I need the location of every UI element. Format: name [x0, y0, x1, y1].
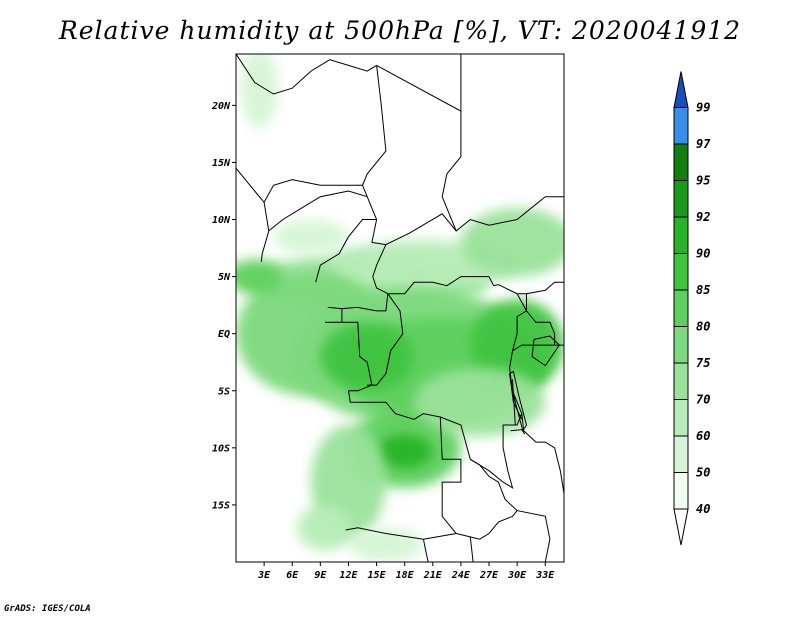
border-line — [510, 429, 526, 435]
lon-tick-label: 9E — [314, 570, 327, 581]
colorbar-label: 90 — [696, 247, 710, 261]
colorbar-swatch — [673, 362, 689, 400]
border-line — [327, 244, 389, 312]
lake-outline — [531, 335, 560, 367]
border-line — [260, 202, 270, 262]
lon-tick-label: 18E — [396, 570, 415, 581]
lon-tick-label: 33E — [535, 570, 555, 581]
lat-tick-label: 5S — [218, 386, 230, 397]
colorbar-swatch — [673, 435, 689, 473]
humidity-region — [273, 219, 349, 254]
lat-tick-label: 5N — [218, 272, 231, 283]
colorbar-label: 40 — [696, 502, 710, 516]
colorbar-label: 70 — [696, 393, 710, 407]
colorbar-label: 97 — [696, 137, 711, 151]
colorbar-label: 85 — [696, 283, 710, 297]
border-line — [516, 293, 556, 346]
border-line — [341, 321, 373, 392]
lon-tick-label: 12E — [339, 570, 358, 581]
lon-tick-label: 24E — [451, 570, 471, 581]
colorbar-label: 75 — [696, 356, 710, 370]
border-line — [512, 379, 516, 426]
border-line — [236, 54, 377, 95]
humidity-region — [236, 259, 283, 294]
border-line — [236, 167, 363, 204]
lon-tick-label: 15E — [368, 570, 387, 581]
border-line — [512, 344, 564, 352]
lon-tick-label: 3E — [257, 570, 271, 581]
lat-tick-label: 20N — [211, 101, 231, 112]
lat-tick-label: EQ — [218, 329, 230, 340]
border-line — [315, 219, 377, 283]
lake-outline — [509, 370, 528, 432]
humidity-region — [376, 434, 433, 469]
colorbar-swatch — [673, 143, 689, 181]
lon-tick-label: 30E — [507, 570, 527, 581]
lat-tick-label: 10S — [212, 443, 230, 454]
border-line — [441, 111, 564, 232]
colorbar-label: 50 — [696, 466, 710, 480]
border-line — [469, 536, 474, 562]
border-line — [345, 390, 462, 540]
border-line — [422, 539, 429, 562]
lon-tick-label: 27E — [479, 570, 499, 581]
map-frame — [235, 53, 565, 563]
chart-title: Relative humidity at 500hPa [%], VT: 202… — [58, 16, 742, 45]
colorbar-swatch — [673, 399, 689, 437]
colorbar-under-triangle — [673, 508, 689, 546]
colorbar-swatch — [673, 107, 689, 145]
lon-tick-label: 21E — [423, 570, 443, 581]
country-borders — [236, 54, 564, 562]
colorbar-over-triangle — [673, 71, 689, 108]
border-line — [521, 413, 564, 494]
lon-tick-label: 6E — [286, 570, 299, 581]
humidity-region — [320, 322, 415, 391]
border-line — [526, 281, 564, 295]
colorbar-swatch — [673, 289, 689, 327]
border-line — [361, 65, 457, 246]
lat-tick-label: 10N — [212, 215, 231, 226]
border-line — [268, 190, 368, 232]
lat-tick-label: 15N — [212, 158, 231, 169]
colorbar-swatch — [673, 472, 689, 510]
humidity-region — [348, 527, 424, 562]
colorbar-label: 95 — [696, 174, 710, 188]
border-line — [387, 276, 495, 295]
colorbar-swatch — [673, 216, 689, 254]
border-line — [509, 373, 523, 420]
colorbar: 40 50 60 70 75 80 85 90 92 95 97 99 — [673, 71, 711, 546]
grads-credit: GrADS: IGES/COLA — [4, 604, 91, 614]
humidity-region — [460, 208, 564, 277]
colorbar-label: 60 — [696, 429, 710, 443]
colorbar-swatch — [673, 253, 689, 291]
colorbar-swatch — [673, 180, 689, 218]
colorbar-label: 80 — [696, 320, 710, 334]
humidity-region — [296, 504, 354, 551]
colorbar-swatch — [673, 326, 689, 364]
lat-tick-label: 15S — [212, 500, 230, 511]
colorbar-label: 99 — [696, 101, 710, 115]
colorbar-label: 92 — [696, 210, 710, 224]
axis-ticks: 20N 15N 10N 5N EQ 5S 10S 15S 3E 6E 9E 12E 15E 18E 21E 2… — [211, 101, 555, 581]
border-line — [367, 293, 404, 386]
humidity-region — [240, 54, 279, 129]
border-line — [470, 458, 551, 562]
